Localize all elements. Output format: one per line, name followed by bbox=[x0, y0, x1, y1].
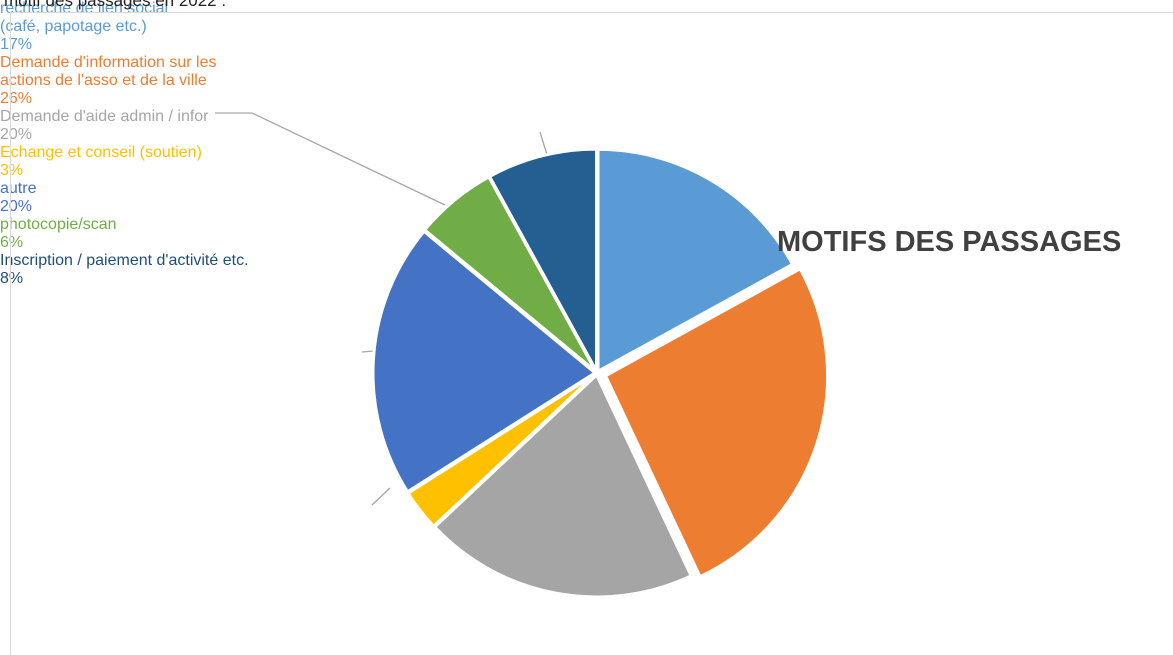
leader-line bbox=[371, 487, 391, 506]
category-label: Demande d'information sur les actions de… bbox=[0, 54, 217, 89]
slice-label: Inscription / paiement d'activité etc. 8% bbox=[0, 252, 420, 288]
caption: motif des passages en 2022 : bbox=[4, 0, 227, 10]
chart-title: MOTIFS DES PASSAGES bbox=[777, 226, 1122, 258]
pie-slice bbox=[371, 229, 598, 494]
chart-frame bbox=[10, 12, 1173, 655]
value-label: 20% bbox=[0, 198, 33, 215]
pie-slice bbox=[432, 372, 694, 599]
category-label: Demande d'aide admin / infor bbox=[0, 108, 209, 125]
value-label: 20% bbox=[0, 126, 33, 143]
pie-slice bbox=[603, 266, 830, 579]
slice-label: Demande d'information sur les actions de… bbox=[0, 54, 240, 108]
leader-lines bbox=[215, 112, 549, 506]
slice-label: autre 20% bbox=[0, 180, 150, 216]
value-label: 6% bbox=[0, 234, 24, 251]
slice-label: Echange et conseil (soutien) 3% bbox=[0, 144, 320, 180]
value-label: 17% bbox=[0, 36, 33, 53]
leader-line bbox=[215, 112, 446, 206]
slice-label: Demande d'aide admin / infor 20% bbox=[0, 108, 300, 144]
leader-line bbox=[361, 350, 375, 353]
category-label: Inscription / paiement d'activité etc. bbox=[0, 252, 249, 269]
value-label: 26% bbox=[0, 90, 33, 107]
pie bbox=[371, 147, 830, 599]
pie-slice bbox=[487, 147, 599, 372]
value-label: 8% bbox=[0, 270, 24, 287]
pie-slice bbox=[596, 147, 795, 374]
category-label: Echange et conseil (soutien) bbox=[0, 144, 202, 161]
value-label: 3% bbox=[0, 162, 24, 179]
category-label: photocopie/scan bbox=[0, 216, 117, 233]
category-label: autre bbox=[0, 180, 37, 197]
slice-label: photocopie/scan 6% bbox=[0, 216, 210, 252]
